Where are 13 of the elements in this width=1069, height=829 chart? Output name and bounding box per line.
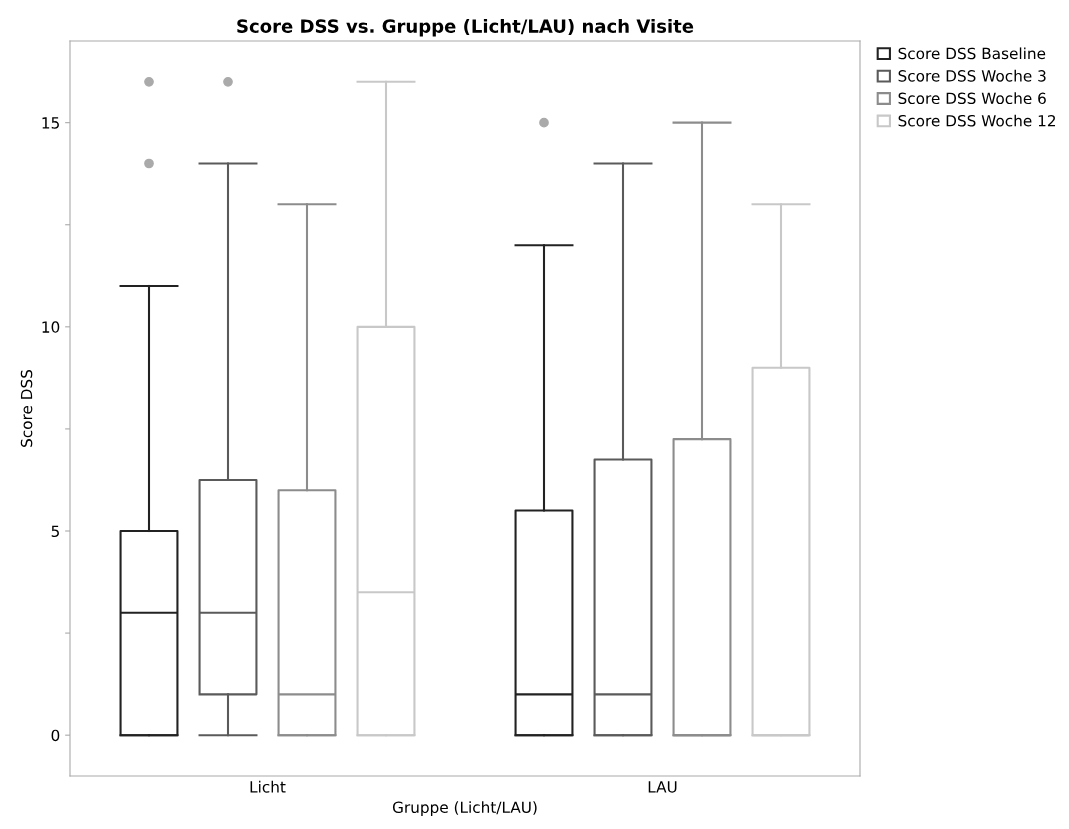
legend-label: Score DSS Woche 12 — [898, 114, 1056, 127]
chart-title: Score DSS vs. Gruppe (Licht/LAU) nach Visite — [237, 18, 694, 37]
x-axis-title: Gruppe (Licht/LAU) — [392, 801, 537, 816]
y-tick-label: 15 — [42, 117, 59, 129]
y-tick-label: 10 — [42, 321, 60, 333]
y-tick-label: 0 — [51, 729, 60, 742]
legend-label: Score DSS Baseline — [898, 47, 1046, 60]
y-axis-title: Score DSS — [20, 369, 33, 447]
x-tick-label: Licht — [250, 780, 286, 793]
legend-label: Score DSS Woche 6 — [898, 92, 1046, 105]
legend-label: Score DSS Woche 3 — [898, 69, 1046, 82]
y-tick-label: 5 — [51, 525, 59, 538]
x-tick-label: LAU — [648, 781, 677, 793]
